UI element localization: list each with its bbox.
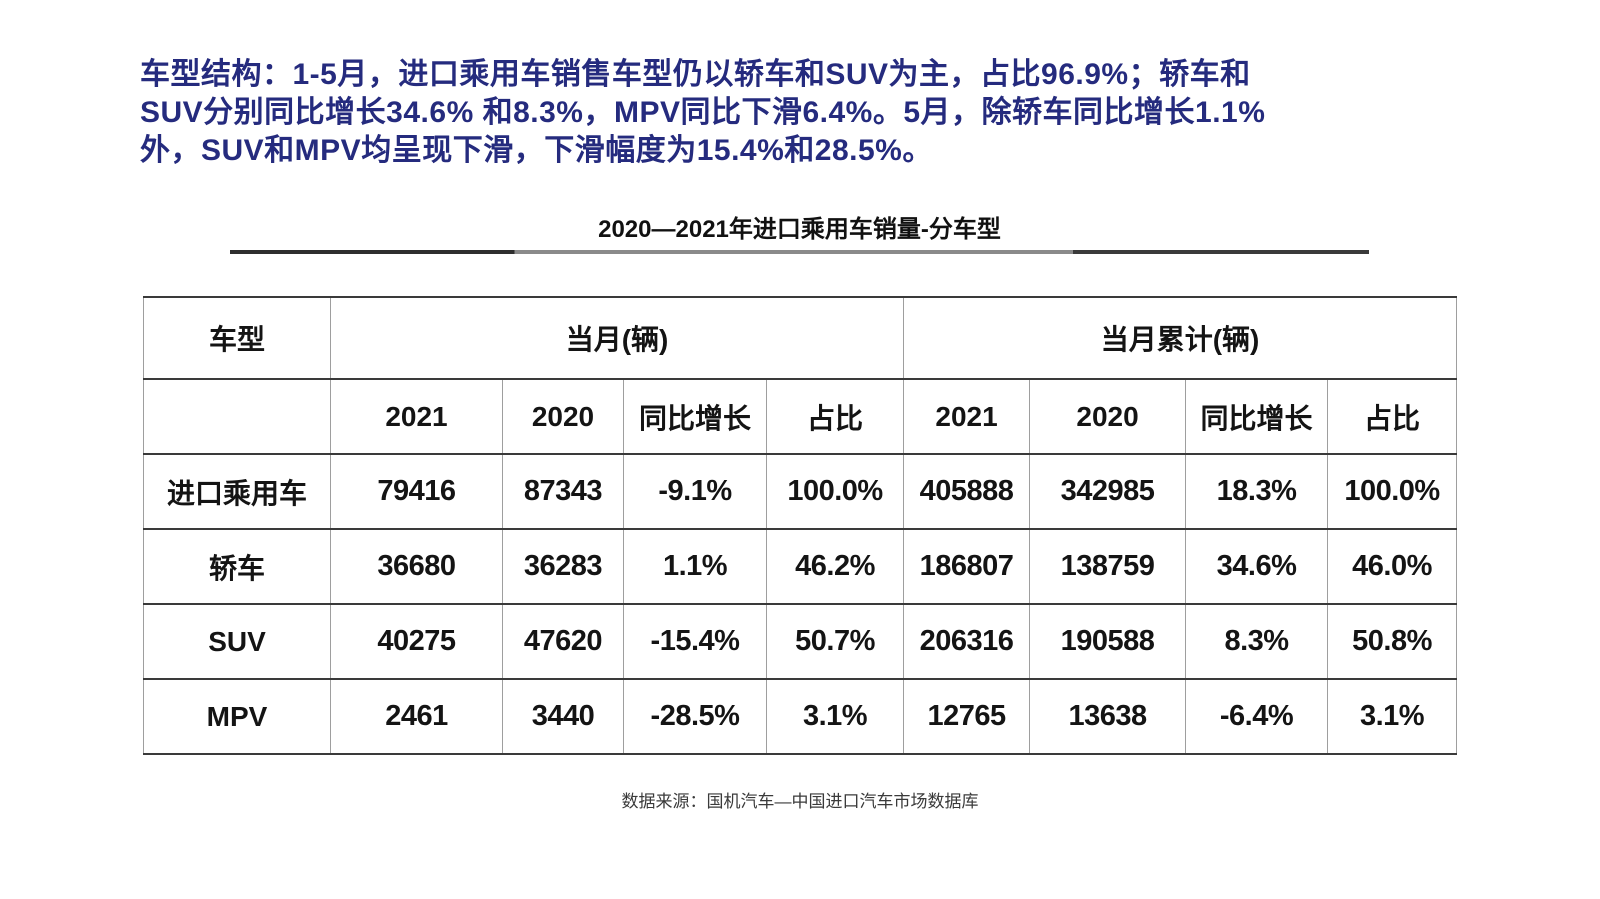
table-cell: 46.2% bbox=[765, 528, 905, 605]
table-cell: 1.1% bbox=[623, 528, 767, 605]
sales-table: 车型 当月(辆) 当月累计(辆) 2021 2020 同比增长 占比 2021 … bbox=[143, 296, 1458, 755]
table-cell: 405888 bbox=[903, 453, 1031, 530]
table-cell: 50.7% bbox=[765, 603, 905, 680]
table-cell: 34.6% bbox=[1185, 528, 1329, 605]
table-cell: 36680 bbox=[330, 528, 503, 605]
header-month-share: 占比 bbox=[765, 378, 905, 455]
header-cum-2020: 2020 bbox=[1029, 378, 1187, 455]
table-cell: 190588 bbox=[1029, 603, 1187, 680]
chart-title-wrap: 2020—2021年进口乘用车销量-分车型 bbox=[143, 209, 1456, 244]
row-label: MPV bbox=[143, 678, 331, 755]
table-cell: 50.8% bbox=[1327, 603, 1458, 680]
intro-line-3: 外，SUV和MPV均呈现下滑，下滑幅度为15.4%和28.5%。 bbox=[140, 134, 933, 167]
table-cell: -28.5% bbox=[623, 678, 767, 755]
table-cell: 342985 bbox=[1029, 453, 1187, 530]
table-cell: 12765 bbox=[903, 678, 1031, 755]
table-cell: -6.4% bbox=[1185, 678, 1329, 755]
table-header-row-subs: 2021 2020 同比增长 占比 2021 2020 同比增长 占比 bbox=[143, 378, 1458, 455]
table-cell: 8.3% bbox=[1185, 603, 1329, 680]
header-month-2020: 2020 bbox=[502, 378, 624, 455]
table-cell: 206316 bbox=[903, 603, 1031, 680]
table-cell: 186807 bbox=[903, 528, 1031, 605]
table-cell: 13638 bbox=[1029, 678, 1187, 755]
header-month-yoy: 同比增长 bbox=[623, 378, 767, 455]
table-cell: 79416 bbox=[330, 453, 503, 530]
header-cum-2021: 2021 bbox=[903, 378, 1031, 455]
intro-line-1: 车型结构：1-5月，进口乘用车销售车型仍以轿车和SUV为主，占比96.9%；轿车… bbox=[140, 58, 1251, 91]
intro-line-2: SUV分别同比增长34.6% 和8.3%，MPV同比下滑6.4%。5月，除轿车同… bbox=[140, 96, 1266, 129]
chart-title: 2020—2021年进口乘用车销量-分车型 bbox=[598, 216, 1001, 243]
header-cum-share: 占比 bbox=[1327, 378, 1458, 455]
header-group-current-month: 当月(辆) bbox=[329, 296, 905, 380]
table-cell: 2461 bbox=[330, 678, 503, 755]
header-empty bbox=[143, 378, 331, 455]
table-cell: 36283 bbox=[502, 528, 624, 605]
intro-paragraph: 车型结构：1-5月，进口乘用车销售车型仍以轿车和SUV为主，占比96.9%；轿车… bbox=[140, 56, 1525, 170]
table-cell: 46.0% bbox=[1327, 528, 1458, 605]
table-row-import-pv: 进口乘用车 79416 87343 -9.1% 100.0% 405888 34… bbox=[143, 453, 1458, 530]
table-row-mpv: MPV 2461 3440 -28.5% 3.1% 12765 13638 -6… bbox=[143, 678, 1458, 755]
table-cell: 40275 bbox=[330, 603, 503, 680]
row-label: 轿车 bbox=[143, 528, 331, 605]
header-vehicle-type: 车型 bbox=[143, 296, 331, 380]
table-header-row-groups: 车型 当月(辆) 当月累计(辆) bbox=[143, 296, 1458, 380]
header-month-2021: 2021 bbox=[330, 378, 503, 455]
table-cell: 3440 bbox=[502, 678, 624, 755]
header-cum-yoy: 同比增长 bbox=[1185, 378, 1329, 455]
table-cell: 18.3% bbox=[1185, 453, 1329, 530]
title-divider-rule bbox=[230, 250, 1369, 254]
data-source-note: 数据来源：国机汽车—中国进口汽车市场数据库 bbox=[621, 792, 979, 811]
table-cell: 3.1% bbox=[1327, 678, 1458, 755]
table-cell: 100.0% bbox=[765, 453, 905, 530]
row-label: 进口乘用车 bbox=[143, 453, 331, 530]
row-label: SUV bbox=[143, 603, 331, 680]
table-row-sedan: 轿车 36680 36283 1.1% 46.2% 186807 138759 … bbox=[143, 528, 1458, 605]
table-row-suv: SUV 40275 47620 -15.4% 50.7% 206316 1905… bbox=[143, 603, 1458, 680]
table-cell: 3.1% bbox=[765, 678, 905, 755]
table-cell: 47620 bbox=[502, 603, 624, 680]
table-cell: -9.1% bbox=[623, 453, 767, 530]
table-cell: 100.0% bbox=[1327, 453, 1458, 530]
table-cell: 87343 bbox=[502, 453, 624, 530]
table-cell: 138759 bbox=[1029, 528, 1187, 605]
table-cell: -15.4% bbox=[623, 603, 767, 680]
header-group-cumulative: 当月累计(辆) bbox=[903, 296, 1458, 380]
